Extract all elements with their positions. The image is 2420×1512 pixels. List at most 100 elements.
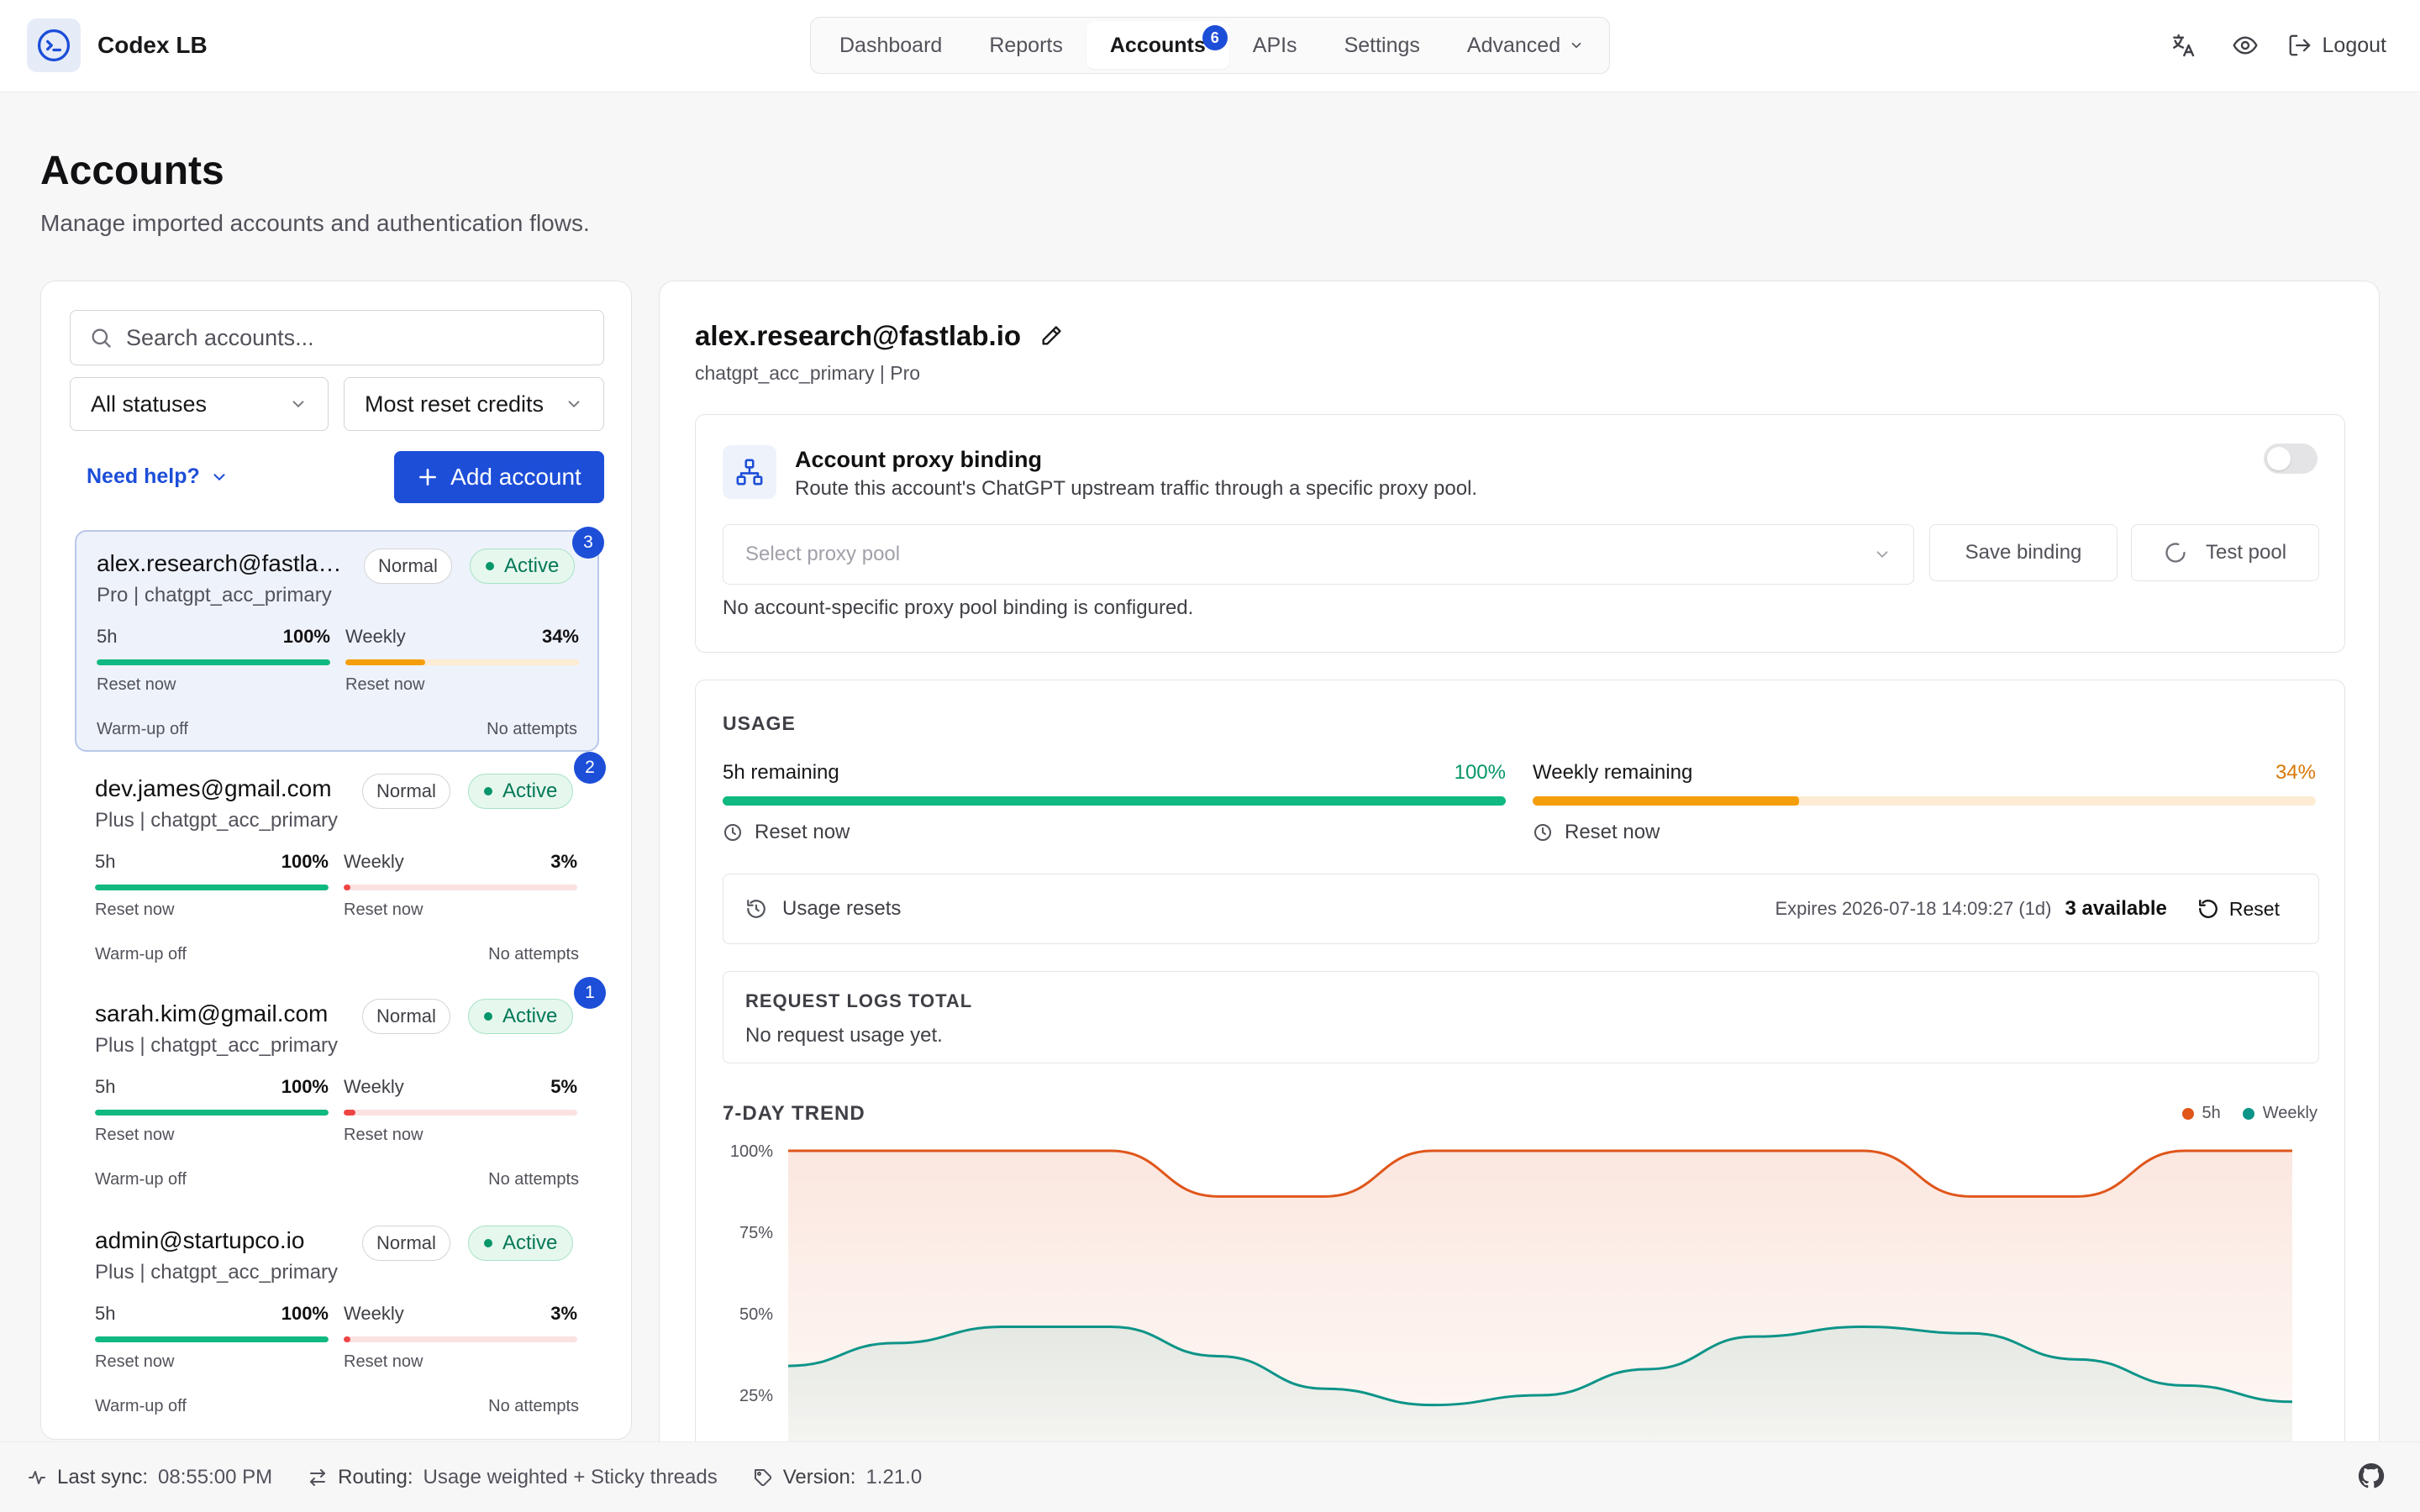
nav-reports[interactable]: Reports <box>965 22 1086 69</box>
reset-label[interactable]: Reset now <box>344 900 424 919</box>
need-help-toggle[interactable]: Need help? <box>87 465 229 489</box>
y-tick-label: 50% <box>739 1305 773 1324</box>
account-email: admin@startupco.io <box>95 1227 305 1253</box>
5h-meter: 5h 100% Reset now <box>95 1076 329 1145</box>
usage-resets-label: Usage resets <box>782 897 902 920</box>
version-value: 1.21.0 <box>865 1465 923 1488</box>
progress-fill <box>345 659 425 665</box>
nav-apis[interactable]: APIs <box>1229 22 1321 69</box>
need-help-label: Need help? <box>87 465 200 488</box>
status-filter-value: All statuses <box>91 391 208 417</box>
chevron-down-icon <box>213 473 225 480</box>
priority-badge: 2 <box>574 752 606 784</box>
weekly-meter: Weekly 34% Reset now <box>345 626 579 695</box>
progress-bar <box>95 1110 329 1116</box>
search-input[interactable] <box>126 324 597 351</box>
progress-fill <box>95 1336 329 1342</box>
routing-label: Routing: <box>338 1465 413 1488</box>
proxy-pool-select[interactable]: Select proxy pool <box>723 524 1914 585</box>
progress-bar <box>344 1110 577 1116</box>
chevron-down-icon <box>568 401 580 408</box>
nav-apis-label: APIs <box>1252 33 1297 57</box>
save-binding-button[interactable]: Save binding <box>1929 524 2118 581</box>
translate-icon[interactable] <box>2163 25 2203 66</box>
reset-label[interactable]: Reset now <box>95 1352 175 1371</box>
search-box[interactable] <box>70 310 604 365</box>
series-line-weekly[interactable] <box>787 1326 2293 1407</box>
plus-icon <box>419 469 437 486</box>
nav-accounts-badge: 6 <box>1202 25 1228 50</box>
main-nav: Dashboard Reports Accounts 6 APIs Settin… <box>810 17 1610 74</box>
account-plan: Plus | chatgpt_acc_primary <box>95 1261 339 1284</box>
status-label: Active <box>502 1231 558 1254</box>
progress-bar <box>1533 796 2316 806</box>
reset-label: Reset now <box>755 821 850 843</box>
nav-dashboard-label: Dashboard <box>839 33 943 57</box>
reset-label[interactable]: Reset now <box>95 1126 175 1144</box>
progress-bar <box>95 1336 329 1342</box>
legend-item-5h[interactable]: 5h <box>2181 1104 2221 1123</box>
weekly-meter: Weekly 3% Reset now <box>344 851 577 920</box>
series-line-5h[interactable] <box>788 1149 2292 1198</box>
legend-item-weekly[interactable]: Weekly <box>2242 1104 2317 1123</box>
github-icon[interactable] <box>2356 1461 2386 1497</box>
reset-button[interactable]: Reset <box>2197 898 2280 921</box>
detail-email: alex.research@fastlab.io <box>695 320 1022 351</box>
nav-reports-label: Reports <box>989 33 1063 57</box>
detail-title: alex.research@fastlab.io <box>695 320 1063 352</box>
pencil-icon[interactable] <box>1039 324 1063 348</box>
meter-value: 100% <box>281 1076 329 1097</box>
meter-label: Weekly remaining <box>1533 761 1693 784</box>
meter-value: 5% <box>550 1076 577 1097</box>
add-account-button[interactable]: Add account <box>394 451 604 503</box>
status-label: Active <box>502 780 558 802</box>
priority-badge: 1 <box>574 977 606 1009</box>
meter-value: 100% <box>1454 761 1506 784</box>
meter-label: Weekly <box>344 851 404 872</box>
eye-icon[interactable] <box>2225 25 2265 66</box>
sort-select[interactable]: Most reset credits <box>344 377 604 431</box>
progress-fill <box>723 796 1506 806</box>
search-icon <box>92 328 111 348</box>
trend-title: 7-DAY TREND <box>723 1102 865 1125</box>
account-card[interactable]: sarah.kim@gmail.com Plus | chatgpt_acc_p… <box>75 977 606 1204</box>
request-logs-message: No request usage yet. <box>745 1024 943 1047</box>
progress-fill <box>95 885 329 890</box>
sort-value: Most reset credits <box>365 391 544 417</box>
nav-dashboard[interactable]: Dashboard <box>816 22 965 69</box>
series-area-weekly <box>788 1326 2292 1477</box>
status-badge: Active <box>470 549 576 584</box>
account-plan: Plus | chatgpt_acc_primary <box>95 1034 339 1057</box>
reset-now-link[interactable]: Reset now <box>1533 821 2316 844</box>
nav-settings[interactable]: Settings <box>1321 22 1444 69</box>
usage-card: USAGE 5h remaining 100% Reset now Weekly… <box>695 680 2345 1487</box>
logout-button[interactable]: Logout <box>2287 33 2386 58</box>
tier-badge: Normal <box>362 774 450 809</box>
meter-value: 100% <box>281 1303 329 1324</box>
account-card[interactable]: alex.research@fastlab.io Pro | chatgpt_a… <box>75 527 604 752</box>
status-dot <box>486 562 494 570</box>
reset-label[interactable]: Reset now <box>95 900 175 919</box>
account-detail-panel: alex.research@fastlab.io chatgpt_acc_pri… <box>659 281 2380 1490</box>
test-pool-button[interactable]: Test pool <box>2131 524 2319 581</box>
meter-label: 5h <box>95 1076 116 1097</box>
reset-now-link[interactable]: Reset now <box>723 821 1506 844</box>
brand[interactable]: Codex LB <box>27 18 208 72</box>
progress-bar <box>345 659 579 665</box>
proxy-toggle[interactable] <box>2264 444 2317 474</box>
nav-advanced[interactable]: Advanced <box>1444 22 1607 69</box>
account-plan: Pro | chatgpt_acc_primary <box>97 584 332 606</box>
last-sync-label: Last sync: <box>57 1465 149 1488</box>
reset-label[interactable]: Reset now <box>345 675 425 694</box>
routing: Routing: Usage weighted + Sticky threads <box>308 1466 718 1489</box>
clock-icon <box>724 824 741 841</box>
nav-accounts[interactable]: Accounts 6 <box>1086 22 1229 69</box>
reset-label[interactable]: Reset now <box>97 675 176 694</box>
logout-label: Logout <box>2322 33 2386 57</box>
account-card[interactable]: admin@startupco.io Plus | chatgpt_acc_pr… <box>75 1209 599 1431</box>
status-filter-select[interactable]: All statuses <box>70 377 329 431</box>
reset-label[interactable]: Reset now <box>344 1352 424 1371</box>
account-card[interactable]: dev.james@gmail.com Plus | chatgpt_acc_p… <box>75 752 606 979</box>
reset-label[interactable]: Reset now <box>344 1126 424 1144</box>
usage-resets-label-group: Usage resets <box>745 897 901 921</box>
